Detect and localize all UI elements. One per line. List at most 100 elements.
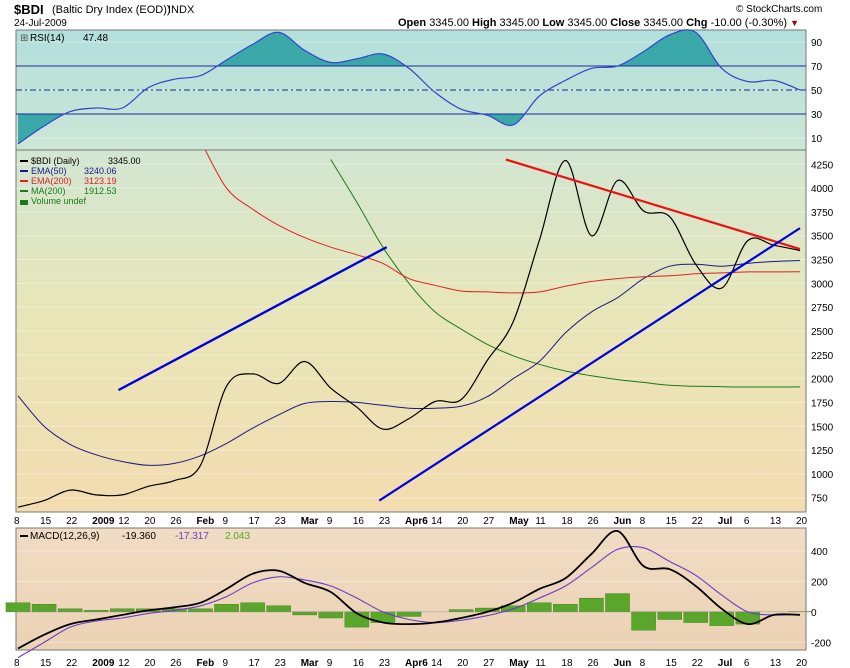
macd-histogram-bar xyxy=(448,609,474,613)
macd-legend-hist: 2.043 xyxy=(225,531,250,542)
high-label: High xyxy=(472,17,497,29)
macd-x-tick-label: 8 xyxy=(640,658,646,668)
x-tick-label: Apr6 xyxy=(405,516,428,527)
macd-x-tick-label: Apr6 xyxy=(405,658,428,668)
macd-legend-macd: -19.360 xyxy=(122,531,156,542)
price-legend-swatch xyxy=(20,170,28,172)
macd-y-tick-label: 400 xyxy=(811,547,828,558)
macd-x-tick-label: 23 xyxy=(379,658,391,668)
x-tick-label: 8 xyxy=(14,516,20,527)
price-legend-label: EMA(50) xyxy=(31,166,67,176)
macd-legend: MACD(12,26,9) -19.360 -17.317 2.043 xyxy=(20,531,250,542)
macd-histogram-bar xyxy=(683,611,708,623)
macd-x-tick-label: 8 xyxy=(14,658,20,668)
upper-channel-trendline xyxy=(118,246,388,392)
chg-value: -10.00 (-0.30%) xyxy=(710,17,787,29)
down-arrow-icon: ▼ xyxy=(790,18,799,28)
price-legend-value: 3240.06 xyxy=(84,166,117,176)
x-tick-label: Feb xyxy=(196,516,214,527)
exchange-label: INDX xyxy=(168,4,195,16)
chart-date: 24-Jul-2009 xyxy=(14,18,67,29)
price-legend-swatch xyxy=(20,180,28,182)
macd-histogram-bar xyxy=(292,611,317,616)
macd-x-tick-label: 2009 xyxy=(92,658,115,668)
macd-histogram-bar xyxy=(657,611,682,620)
x-tick-label: 6 xyxy=(744,516,750,527)
price-line xyxy=(17,159,801,508)
price-legend-label: EMA(200) xyxy=(31,176,72,186)
macd-histogram-bar xyxy=(709,611,735,626)
x-tick-label: 15 xyxy=(666,516,678,527)
macd-x-tick-label: 15 xyxy=(40,658,52,668)
rsi-y-tick-label: 90 xyxy=(811,38,823,49)
x-tick-label: 15 xyxy=(40,516,52,527)
ema200-line xyxy=(204,150,801,294)
macd-x-tick-label: Feb xyxy=(196,658,214,668)
macd-histogram-bar xyxy=(31,604,57,613)
macd-y-tick-label: 200 xyxy=(811,577,828,588)
x-tick-label: 26 xyxy=(587,516,599,527)
rsi-y-tick-label: 10 xyxy=(811,134,823,145)
index-name: (Baltic Dry Index (EOD)) xyxy=(52,4,171,16)
macd-x-tick-label: 23 xyxy=(275,658,287,668)
price-legend-value: 3345.00 xyxy=(108,156,141,166)
macd-x-tick-label: 9 xyxy=(327,658,333,668)
x-tick-label: 11 xyxy=(535,516,546,527)
x-tick-label: 26 xyxy=(170,516,182,527)
macd-x-tick-label: 20 xyxy=(144,658,156,668)
x-tick-label: 12 xyxy=(118,516,130,527)
macd-histogram-bar xyxy=(527,602,552,613)
price-legend-value: 3123.19 xyxy=(84,176,117,186)
macd-x-tick-label: 16 xyxy=(353,658,365,668)
x-tick-label: 13 xyxy=(770,516,782,527)
rsi-y-tick-label: 30 xyxy=(811,110,823,121)
price-legend-label: $BDI (Daily) xyxy=(31,156,80,166)
x-tick-label: 22 xyxy=(66,516,78,527)
pin-icon: ⊞ xyxy=(20,33,28,44)
price-y-tick-label: 2000 xyxy=(811,375,834,386)
high-value: 3345.00 xyxy=(499,17,540,29)
ema50-line xyxy=(17,260,801,466)
open-value: 3345.00 xyxy=(429,17,469,29)
macd-x-tick-label: 22 xyxy=(66,658,78,668)
x-tick-label: 2009 xyxy=(92,516,115,527)
price-y-tick-label: 3250 xyxy=(811,256,834,267)
macd-x-tick-label: 17 xyxy=(249,658,261,668)
price-y-tick-label: 2750 xyxy=(811,303,834,314)
rsi-y-tick-label: 50 xyxy=(811,86,823,97)
macd-x-tick-label: 15 xyxy=(666,658,678,668)
x-tick-label: May xyxy=(509,516,529,527)
open-label: Open xyxy=(398,17,427,29)
macd-x-tick-label: 14 xyxy=(431,658,443,668)
price-y-tick-label: 3500 xyxy=(811,232,834,243)
x-tick-label: 8 xyxy=(640,516,646,527)
rsi-legend-label: RSI(14) xyxy=(30,33,64,44)
macd-x-tick-label: 20 xyxy=(796,658,808,668)
x-tick-label: Jun xyxy=(614,516,632,527)
macd-histogram-bar xyxy=(266,605,291,613)
support-trendline xyxy=(378,227,801,502)
macd-legend-swatch xyxy=(20,535,28,537)
price-y-tick-label: 1250 xyxy=(811,446,834,457)
macd-signal-line xyxy=(17,545,801,659)
macd-histogram-bar xyxy=(5,602,31,613)
price-y-tick-label: 1000 xyxy=(811,470,834,481)
symbol-label: $BDI xyxy=(14,2,44,17)
macd-x-tick-label: 27 xyxy=(483,658,495,668)
x-tick-label: 23 xyxy=(379,516,391,527)
macd-x-tick-label: 6 xyxy=(744,658,750,668)
x-tick-label: Mar xyxy=(301,516,319,527)
x-tick-label: 27 xyxy=(483,516,495,527)
price-y-tick-label: 1500 xyxy=(811,422,834,433)
rsi-y-tick-label: 70 xyxy=(811,62,823,73)
x-tick-label: 23 xyxy=(275,516,287,527)
macd-legend-signal: -17.317 xyxy=(175,531,209,542)
chg-label: Chg xyxy=(686,17,708,29)
macd-x-tick-label: 20 xyxy=(457,658,469,668)
macd-x-tick-label: 26 xyxy=(170,658,182,668)
price-y-tick-label: 1750 xyxy=(811,398,834,409)
price-y-tick-label: 2250 xyxy=(811,351,834,362)
x-tick-label: 9 xyxy=(327,516,333,527)
low-value: 3345.00 xyxy=(567,17,608,29)
